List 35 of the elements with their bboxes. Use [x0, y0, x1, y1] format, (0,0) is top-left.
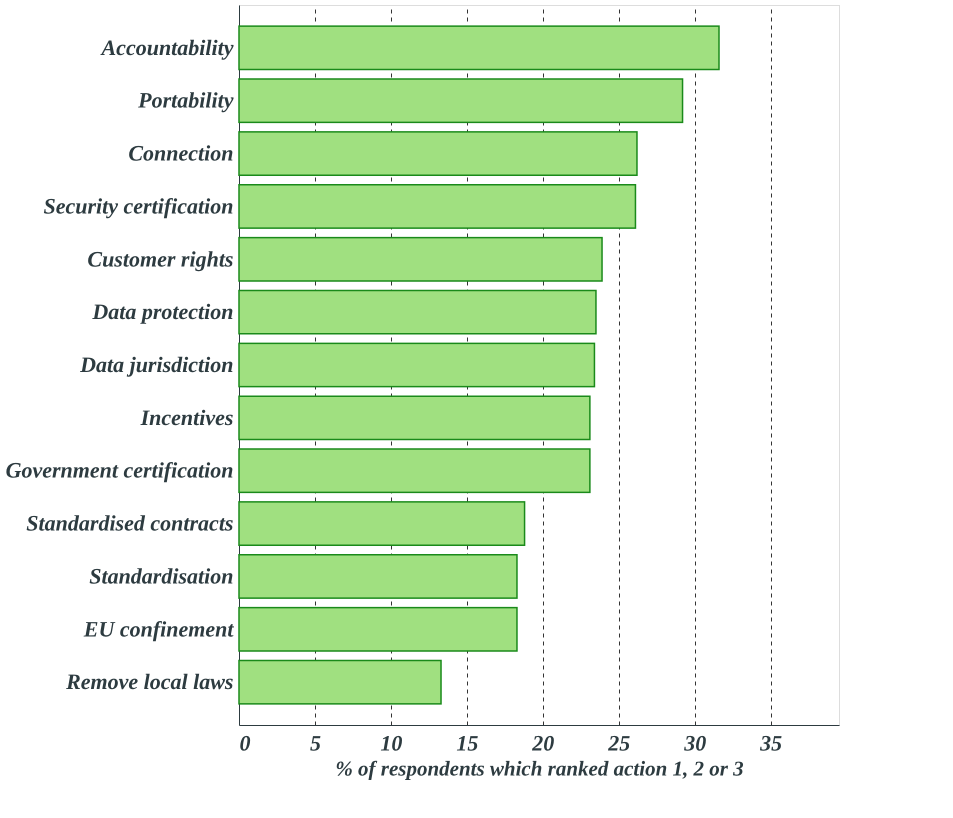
y-tick-label: Customer rights — [87, 246, 234, 272]
x-tick-label: 15 — [456, 730, 478, 756]
y-tick-label: Portability — [137, 88, 234, 113]
x-tick-label: 35 — [759, 730, 782, 756]
x-tick-label: 10 — [380, 730, 402, 756]
y-tick-label: Remove local laws — [65, 669, 234, 694]
y-tick-label: Government certification — [6, 458, 234, 483]
y-tick-label: Data jurisdiction — [79, 352, 234, 377]
y-tick-label: Standardisation — [89, 563, 234, 588]
y-tick-label: Connection — [128, 140, 234, 166]
y-tick-label: Security certification — [43, 193, 234, 218]
bar — [238, 660, 442, 705]
bar — [238, 501, 526, 546]
x-axis-title: % of respondents which ranked action 1, 2 or 3 — [335, 756, 744, 780]
bar — [238, 290, 597, 335]
bar — [238, 342, 596, 388]
y-tick-label: EU confinement — [82, 616, 234, 642]
bar — [238, 395, 591, 440]
bar — [238, 448, 591, 494]
bar — [238, 78, 684, 124]
y-tick-label: Incentives — [140, 404, 234, 430]
bar — [238, 184, 636, 229]
x-tick-label: 25 — [607, 730, 630, 756]
bar — [238, 236, 603, 282]
bar — [238, 606, 518, 652]
bar — [238, 131, 638, 176]
bar — [238, 25, 720, 70]
x-tick-label: 5 — [310, 730, 321, 756]
x-tick-label: 30 — [683, 730, 706, 756]
bar — [238, 554, 518, 599]
x-tick-label: 0 — [240, 730, 250, 756]
y-tick-label: Data protection — [91, 299, 234, 324]
y-tick-label: Standardised contracts — [26, 510, 234, 536]
x-tick-label: 20 — [531, 730, 554, 756]
y-tick-label: Accountability — [100, 34, 234, 60]
